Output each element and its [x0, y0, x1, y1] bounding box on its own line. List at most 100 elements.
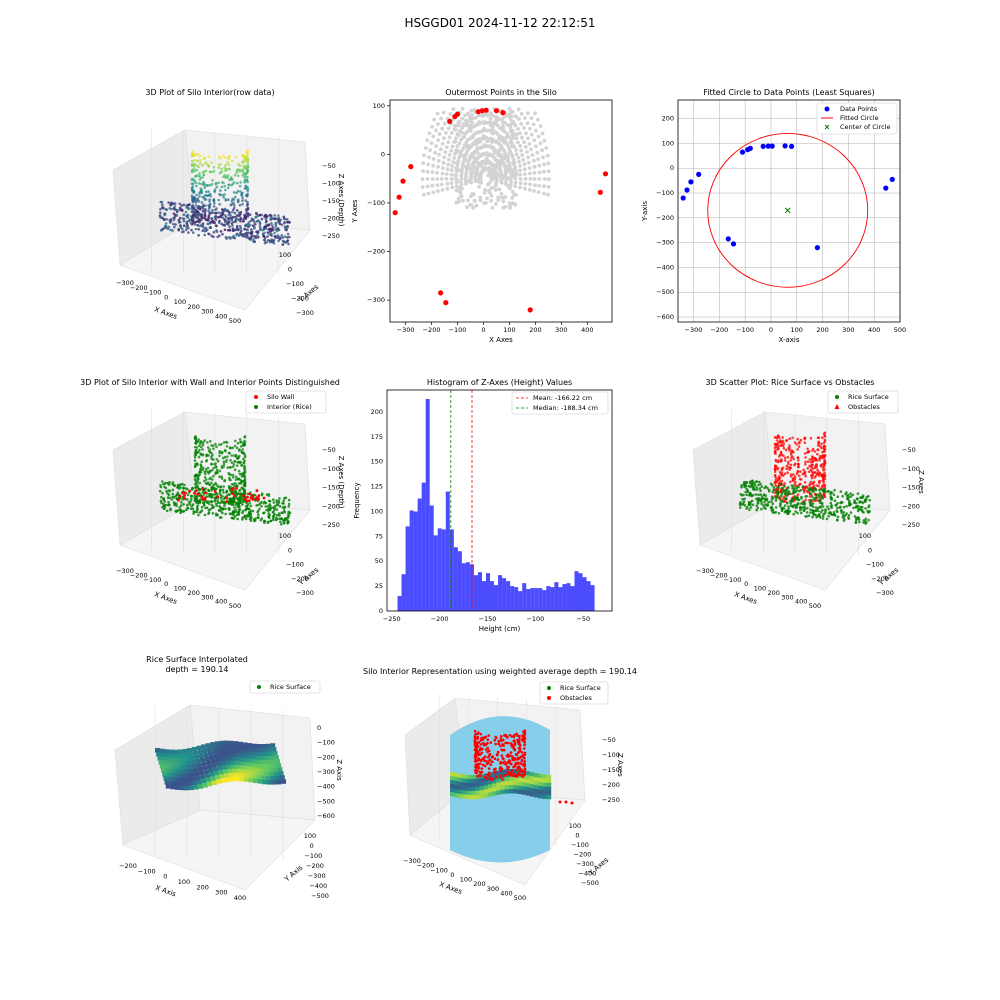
data-point: [223, 228, 227, 232]
data-point: [777, 459, 780, 462]
interior-point: [434, 144, 438, 148]
y-tick-label: −400: [579, 870, 597, 878]
z-tick-label: −200: [902, 502, 920, 510]
surface-patch: [224, 740, 230, 746]
interior-point: [436, 189, 440, 193]
data-point: [206, 501, 209, 505]
interior-point: [504, 164, 509, 169]
data-point: [234, 195, 237, 199]
data-point: [790, 499, 793, 502]
obstacle-point: [509, 751, 513, 754]
interior-point: [454, 161, 459, 165]
data-point: [221, 154, 225, 158]
interior-point: [430, 183, 435, 188]
data-point: [231, 473, 235, 477]
surface-patch: [267, 751, 273, 757]
surface-patch: [529, 784, 535, 789]
data-point: [271, 224, 274, 227]
data-point: [190, 170, 194, 174]
data-point: [232, 191, 236, 194]
data-point: [235, 446, 239, 450]
data-point: [791, 436, 794, 440]
surface-patch: [274, 759, 280, 764]
interior-point: [516, 107, 521, 112]
data-point: [791, 477, 795, 480]
interior-point: [501, 126, 506, 131]
data-point: [218, 443, 221, 446]
interior-point: [505, 169, 510, 174]
surface-patch: [238, 772, 244, 778]
data-point: [203, 470, 206, 473]
data-point: [770, 498, 774, 501]
data-point: [810, 476, 814, 480]
surface-patch: [454, 785, 459, 790]
surface-patch: [218, 753, 224, 758]
obstacle-point: [493, 771, 496, 775]
data-point: [205, 454, 208, 458]
data-point: [241, 503, 244, 506]
data-point: [225, 490, 229, 493]
data-point: [180, 208, 183, 211]
plot-frame: [389, 99, 613, 323]
data-point: [229, 478, 232, 482]
data-point: [223, 166, 226, 169]
data-point: [833, 499, 837, 502]
surface-patch: [500, 785, 505, 791]
data-point: [220, 465, 224, 468]
outermost-point: [396, 194, 402, 200]
obstacle-point: [498, 767, 502, 770]
obstacle-point: [517, 757, 520, 761]
data-point: [240, 486, 244, 489]
data-point: [822, 441, 826, 445]
data-point: [849, 511, 853, 514]
surface-patch: [542, 774, 547, 779]
interior-point: [523, 145, 528, 149]
data-point: [277, 214, 280, 217]
interior-point: [516, 140, 520, 145]
data-point: [221, 507, 224, 510]
data-point: [260, 500, 263, 504]
data-point: [210, 234, 213, 238]
data-point: [793, 475, 797, 478]
data-point: [211, 506, 215, 510]
data-point: [222, 491, 225, 494]
obstacle-point: [523, 740, 526, 744]
data-point: [245, 228, 248, 231]
interior-point: [451, 107, 456, 111]
data-point: [200, 466, 203, 469]
surface-patch: [475, 790, 480, 796]
y-tick-label: −500: [581, 879, 599, 887]
histogram-bar: [498, 575, 503, 611]
data-point: [760, 507, 763, 511]
obstacle-point: [512, 745, 515, 748]
interior-point: [519, 148, 524, 153]
data-point: [193, 437, 197, 440]
data-point: [803, 452, 807, 455]
x-tick-label: −100: [144, 576, 162, 584]
data-point: [744, 480, 748, 484]
data-point: [253, 240, 256, 243]
data-point: [823, 495, 827, 499]
data-point: [845, 491, 848, 494]
data-point: [233, 506, 236, 509]
data-point: [816, 496, 819, 499]
surface-patch: [234, 760, 240, 766]
data-point: [209, 476, 212, 480]
obstacle-point: [473, 769, 477, 772]
obstacle-point: [502, 774, 506, 778]
interior-point: [520, 153, 525, 158]
outermost-point: [438, 290, 444, 296]
histogram-bar: [510, 586, 515, 611]
data-point: [201, 491, 204, 494]
axes-3d: [114, 704, 316, 891]
z-tick-label: −250: [322, 232, 340, 240]
data-point: [283, 505, 287, 508]
data-point: [212, 205, 216, 208]
data-point: [800, 495, 803, 499]
data-point: [264, 505, 267, 508]
surface-patch: [254, 767, 260, 772]
interior-point: [459, 170, 464, 175]
surface-patch: [189, 756, 195, 761]
surface-patch: [196, 780, 202, 785]
data-point: [813, 450, 817, 453]
